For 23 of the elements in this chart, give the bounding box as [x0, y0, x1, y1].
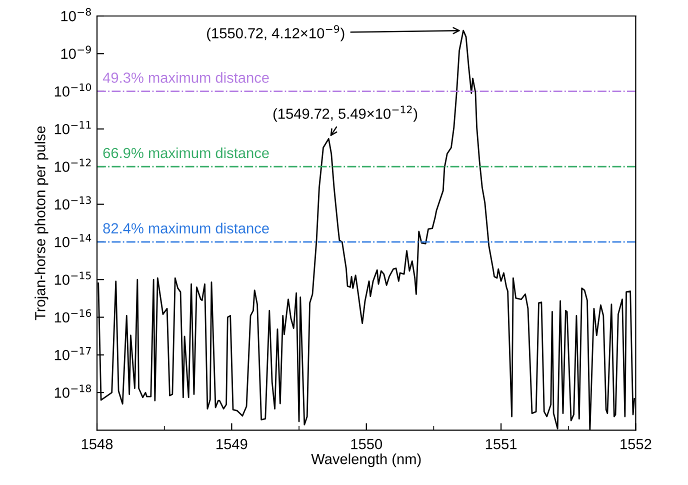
annotation: (1549.72, 5.49×10$^{−12}$): [273, 106, 418, 122]
y-tick-label: 10$^{−8}$: [61, 8, 91, 22]
y-tick-label: 10$^{−10}$: [54, 83, 92, 97]
y-tick-label: 10$^{−11}$: [54, 121, 91, 134]
annotation: (1550.72, 4.12×10$^{−9}$): [207, 25, 344, 42]
y-tick-label: 10$^{−18}$: [54, 384, 91, 398]
y-tick-label: 10$^{−14}$: [54, 234, 92, 248]
y-tick-label: 10$^{−9}$: [61, 46, 91, 59]
x-tick-label: 1549: [216, 438, 248, 450]
y-tick-label: 10$^{−15}$: [54, 272, 91, 285]
x-tick-label: 1551: [486, 439, 517, 450]
y-tick-label: 10$^{−17}$: [54, 347, 91, 360]
y-tick-label: 10$^{−16}$: [54, 309, 92, 323]
ref-line-label: 49.3% maximum distance: [102, 72, 269, 83]
x-tick-label: 1550: [351, 438, 382, 450]
x-tick-label: 1552: [620, 438, 652, 450]
ref-line-label: 66.9% maximum distance: [103, 147, 269, 158]
y-axis-title: Trojan-horse photon per pulse: [34, 126, 48, 320]
ref-line-label: 82.4% maximum distance: [103, 222, 269, 234]
x-tick-label: 1548: [82, 438, 113, 450]
x-axis-title: Wavelength (nm): [311, 454, 421, 468]
y-tick-label: 10$^{−13}$: [54, 196, 91, 210]
y-tick-label: 10$^{−12}$: [54, 158, 91, 172]
